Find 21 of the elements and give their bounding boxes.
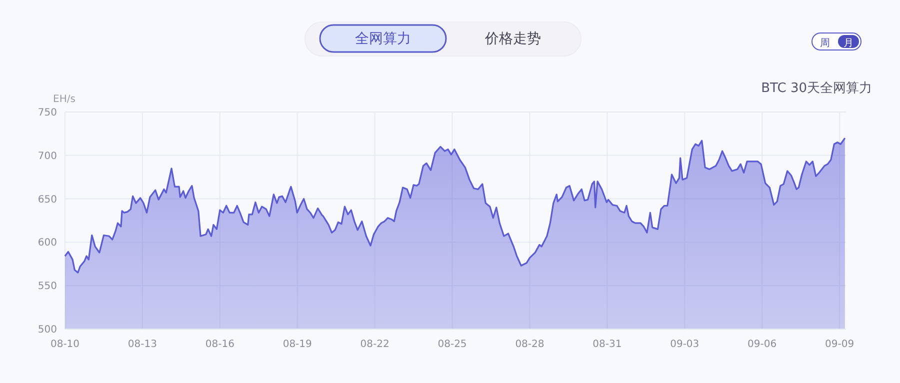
x-tick-label: 08-19 [282, 339, 312, 350]
y-tick-label: 550 [38, 281, 57, 292]
chart-title: BTC 30天全网算力 [761, 81, 872, 96]
x-tick-label: 08-28 [515, 339, 544, 350]
x-tick-label: 09-06 [748, 339, 777, 350]
x-tick-label: 08-16 [205, 339, 234, 350]
x-tick-label: 08-13 [128, 339, 157, 350]
y-tick-label: 500 [38, 324, 57, 336]
y-axis-title: EH/s [53, 94, 76, 105]
x-tick-label: 08-22 [360, 339, 390, 350]
x-tick-label: 08-31 [592, 339, 622, 350]
y-tick-label: 750 [38, 108, 57, 118]
x-tick-label: 08-25 [438, 339, 467, 350]
period-toggle: 周 月 [812, 32, 862, 50]
x-tick-label: 09-09 [825, 339, 854, 350]
y-tick-label: 650 [38, 194, 57, 206]
y-tick-label: 700 [38, 150, 57, 162]
x-tick-label: 09-03 [670, 339, 700, 350]
x-tick-label: 08-10 [50, 339, 80, 350]
y-tick-label: 600 [38, 238, 57, 249]
view-tabs: 全网算力 价格走势 [304, 22, 582, 56]
